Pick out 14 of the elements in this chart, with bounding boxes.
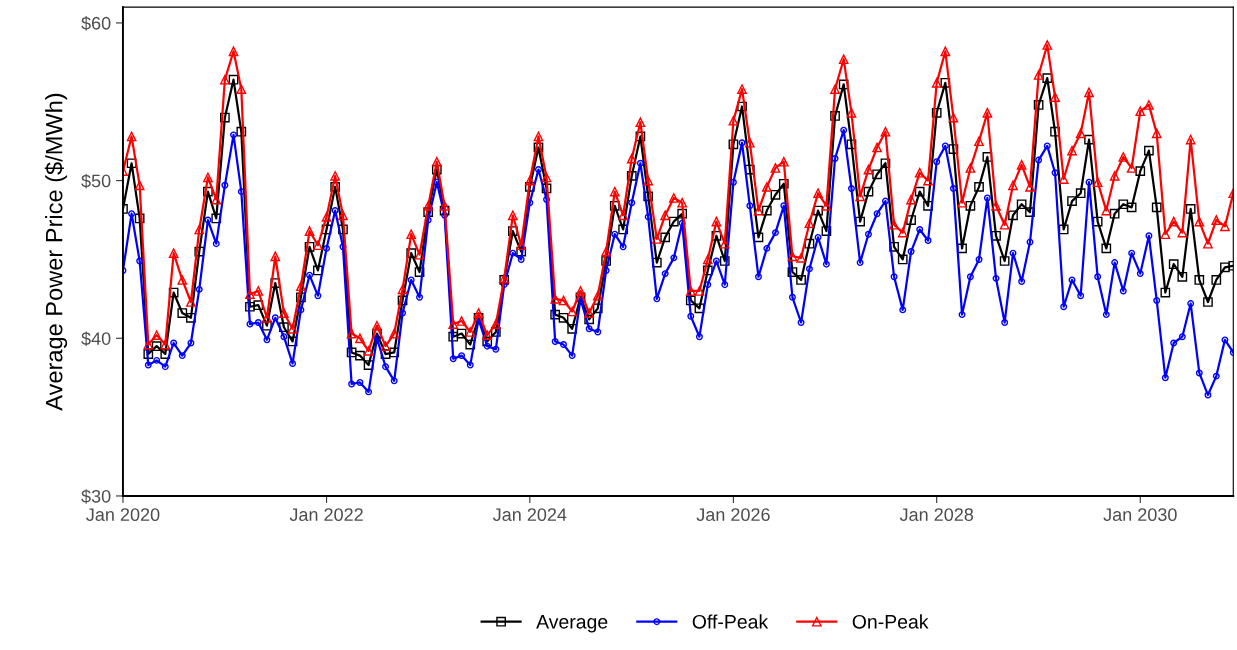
- x-tick-label: Jan 2024: [492, 508, 567, 522]
- legend-label: Average: [536, 615, 608, 633]
- y-tick-label: $30: [81, 489, 111, 504]
- legend-label: On-Peak: [852, 614, 929, 629]
- legend-label: Off-Peak: [692, 614, 769, 629]
- x-tick-label: Jan 2030: [1103, 508, 1177, 522]
- y-tick-label: $60: [81, 16, 111, 31]
- y-axis-title: Average Power Price ($/MWh): [44, 93, 68, 411]
- x-tick-label: Jan 2022: [289, 508, 363, 522]
- y-tick-label: $40: [81, 331, 111, 347]
- x-tick-label: Jan 2026: [696, 508, 770, 522]
- x-tick-label: Jan 2028: [899, 508, 974, 522]
- y-tick-label: $50: [81, 173, 111, 189]
- x-tick-label: Jan 2020: [86, 508, 160, 522]
